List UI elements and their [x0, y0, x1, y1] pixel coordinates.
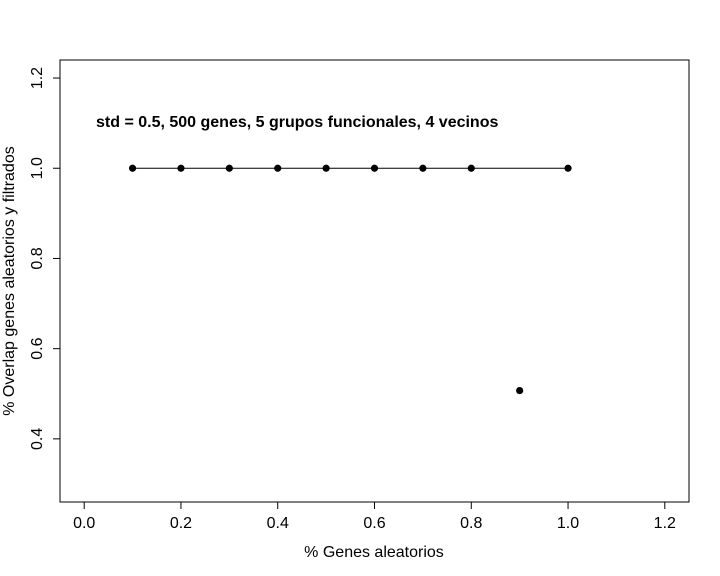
data-point — [128, 164, 137, 172]
y-tick-label: 0.4 — [29, 428, 46, 450]
data-point — [419, 164, 427, 172]
x-axis-title: % Genes aleatorios — [304, 544, 444, 561]
x-tick-label: 1.2 — [654, 515, 676, 532]
data-point — [274, 164, 282, 172]
x-tick-label: 0.2 — [170, 515, 192, 532]
x-tick-label: 1.0 — [557, 515, 579, 532]
data-point — [467, 164, 475, 172]
data-point — [177, 164, 185, 172]
x-tick-label: 0.0 — [73, 515, 95, 532]
series-layer — [128, 164, 572, 395]
data-point — [370, 164, 379, 172]
data-point — [516, 386, 524, 395]
x-tick-label: 0.8 — [460, 515, 482, 532]
data-point — [225, 164, 233, 172]
data-point — [564, 164, 572, 172]
chart-annotation: std = 0.5, 500 genes, 5 grupos funcional… — [96, 114, 498, 131]
x-tick-label: 0.4 — [267, 515, 289, 532]
x-tick-label: 0.6 — [363, 515, 385, 532]
y-tick-label: 1.2 — [29, 67, 46, 89]
y-axis: 0.4 0.6 0.8 1.0 1.2 — [29, 67, 61, 450]
y-tick-label: 0.6 — [29, 337, 46, 359]
data-point — [322, 164, 330, 172]
y-axis-title: % Overlap genes aleatorios y filtrados — [1, 146, 18, 415]
y-tick-label: 0.8 — [29, 247, 46, 269]
y-tick-label: 1.0 — [29, 157, 46, 179]
x-axis: 0.0 0.2 0.4 0.6 0.8 1.0 1.2 — [73, 501, 676, 532]
